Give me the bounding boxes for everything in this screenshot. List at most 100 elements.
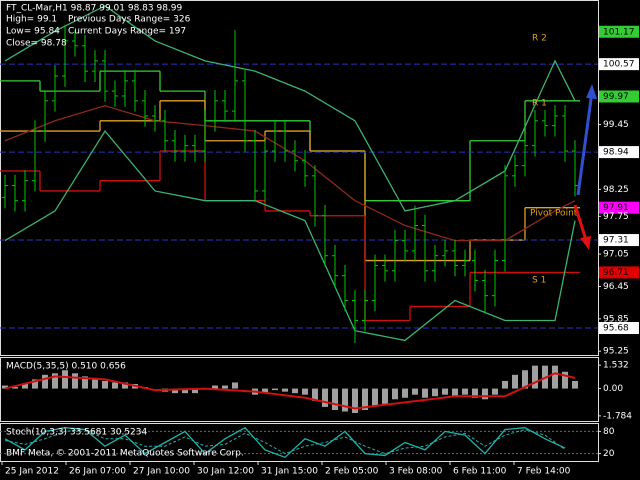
y-tick-label: -1.784 bbox=[603, 411, 632, 421]
symbol-header: FT_CL-Mar,H1 98.87 99.01 98.83 98.99 bbox=[6, 4, 183, 14]
macd-bar bbox=[112, 382, 118, 389]
y-tick-label: 95.85 bbox=[603, 314, 629, 324]
r1-label: R 1 bbox=[532, 99, 547, 109]
macd-bar bbox=[492, 388, 498, 395]
macd-bar bbox=[292, 388, 298, 394]
level-box bbox=[599, 266, 639, 279]
macd-bar bbox=[432, 388, 438, 397]
macd-bar bbox=[182, 388, 188, 394]
macd-bar bbox=[32, 379, 38, 389]
macd-signal bbox=[4, 372, 576, 410]
signal-arrows bbox=[573, 84, 597, 250]
macd-bar bbox=[412, 388, 418, 395]
macd-bar bbox=[462, 388, 468, 395]
info-cur-range: Current Days Range= 197 bbox=[68, 27, 186, 37]
macd-bar bbox=[262, 388, 268, 394]
r2-label: R 2 bbox=[532, 34, 547, 44]
indicator-line bbox=[4, 129, 576, 342]
macd-bar bbox=[272, 388, 278, 391]
level-box bbox=[599, 25, 639, 38]
level-label: 96.71 bbox=[603, 268, 629, 278]
level-label: 97.91 bbox=[603, 203, 629, 213]
macd-bar bbox=[352, 388, 358, 414]
y-tick-label: 20 bbox=[603, 449, 615, 459]
level-box bbox=[599, 90, 639, 103]
macd-bar bbox=[172, 388, 178, 394]
macd-bar bbox=[212, 385, 218, 389]
macd-bar bbox=[362, 388, 368, 410]
macd-bar bbox=[532, 365, 538, 389]
macd-bar bbox=[232, 382, 238, 389]
macd-bar bbox=[42, 374, 48, 389]
y-tick-label: 98.25 bbox=[603, 185, 629, 195]
x-tick-label: 7 Feb 14:00 bbox=[517, 467, 571, 477]
info-close: Close= 98.78 bbox=[6, 39, 67, 49]
macd-bar bbox=[512, 374, 518, 389]
macd-bar bbox=[332, 388, 338, 410]
y-tick-label: 1.532 bbox=[603, 361, 629, 371]
macd-bar bbox=[92, 377, 98, 389]
macd-bar bbox=[422, 388, 428, 398]
macd-bar bbox=[122, 382, 128, 389]
x-tick-label: 30 Jan 12:00 bbox=[197, 467, 254, 477]
macd-bar bbox=[52, 373, 58, 389]
x-tick-label: 6 Feb 11:00 bbox=[453, 467, 507, 477]
info-prev-range: Previous Days Range= 326 bbox=[68, 15, 191, 25]
macd-bar bbox=[72, 373, 78, 389]
main-frame bbox=[0, 0, 599, 356]
x-tick-label: 26 Jan 07:00 bbox=[69, 467, 126, 477]
macd-bar bbox=[552, 365, 558, 389]
info-low: Low= 95.84 bbox=[6, 27, 60, 37]
macd-bar bbox=[12, 387, 18, 389]
macd-bar bbox=[302, 388, 308, 395]
y-tick-label: 96.45 bbox=[603, 282, 629, 292]
macd-bar bbox=[522, 370, 528, 389]
pivot-label: Pivot Point bbox=[530, 209, 578, 219]
level-label: 95.68 bbox=[603, 324, 629, 334]
macd-title: MACD(5,35,5) 0.510 0.656 bbox=[6, 362, 126, 372]
macd-bar bbox=[192, 388, 198, 394]
level-box bbox=[599, 322, 639, 335]
y-tick-label: 99.45 bbox=[603, 120, 629, 130]
level-box bbox=[599, 201, 639, 214]
macd-bar bbox=[392, 388, 398, 400]
macd-bar bbox=[482, 388, 488, 400]
x-tick-label: 3 Feb 08:00 bbox=[389, 467, 443, 477]
level-box bbox=[599, 58, 639, 71]
x-tick-label: 25 Jan 2012 bbox=[5, 467, 59, 477]
level-label: 97.31 bbox=[603, 236, 629, 246]
x-tick-label: 27 Jan 10:00 bbox=[133, 467, 190, 477]
macd-bar bbox=[22, 383, 28, 389]
copyright: BMF Meta, © 2001-2011 MetaQuotes Softwar… bbox=[6, 449, 244, 459]
macd-bar bbox=[372, 388, 378, 406]
level-label: 100.57 bbox=[603, 60, 635, 70]
macd-bar bbox=[82, 376, 88, 389]
macd-bar bbox=[312, 388, 318, 401]
macd-bar bbox=[472, 388, 478, 398]
level-label: 101.17 bbox=[603, 27, 635, 37]
macd-bar bbox=[2, 385, 8, 389]
x-tick-label: 31 Jan 15:00 bbox=[261, 467, 318, 477]
macd-frame bbox=[0, 357, 599, 422]
stoch-line bbox=[4, 429, 566, 455]
macd-bar bbox=[222, 385, 228, 389]
y-tick-label: 95.25 bbox=[603, 347, 629, 357]
stoch-title: Stoch(10,3,3) 33.5681 30.5234 bbox=[6, 428, 147, 438]
level-box bbox=[599, 234, 639, 247]
y-tick-label: 97.05 bbox=[603, 250, 629, 260]
macd-bar bbox=[502, 380, 508, 389]
x-tick-label: 2 Feb 05:00 bbox=[325, 467, 379, 477]
y-tick-label: 80 bbox=[603, 427, 615, 437]
y-tick-label: 0.00 bbox=[603, 384, 623, 394]
macd-bar bbox=[402, 388, 408, 398]
macd-bar bbox=[62, 370, 68, 389]
macd-bar bbox=[322, 388, 328, 407]
stoch-frame bbox=[0, 423, 599, 462]
y-tick-label: 97.75 bbox=[603, 212, 629, 222]
level-box bbox=[599, 146, 639, 159]
level-label: 99.97 bbox=[603, 92, 629, 102]
macd-bar bbox=[342, 388, 348, 412]
macd-bar bbox=[282, 388, 288, 392]
stoch-line bbox=[4, 426, 566, 459]
